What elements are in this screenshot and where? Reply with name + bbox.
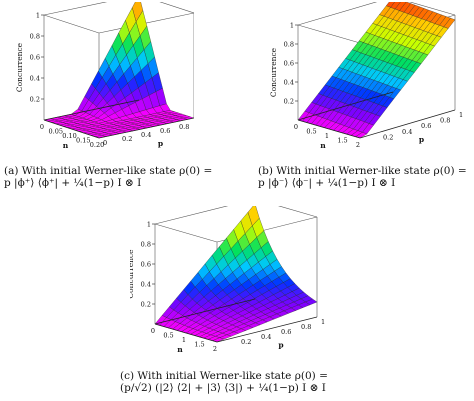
p-tick-label: 0.4 xyxy=(141,131,151,139)
p-tick-label: 0 xyxy=(103,139,107,147)
p-tick-label: 0.6 xyxy=(160,127,170,135)
box-edge xyxy=(43,2,108,16)
p-tick-label: 0.4 xyxy=(261,333,271,341)
box-edge xyxy=(278,206,318,218)
z-tick-label: 1 xyxy=(36,12,40,20)
n-tick-label: 0.05 xyxy=(49,128,63,136)
caption-b: (b) With initial Werner-like state ρ(0) … xyxy=(258,165,467,189)
n-tick-label: 1.5 xyxy=(194,341,204,349)
p-tick-label: 0.6 xyxy=(281,328,291,336)
z-tick-label: 0.6 xyxy=(141,261,151,269)
box-edge xyxy=(154,206,229,225)
caption-a-line2: p |ϕ⁺⟩ ⟨ϕ⁺| + ¼(1−p) I ⊗ I xyxy=(4,177,142,189)
n-axis-label: n xyxy=(177,345,183,354)
box-edge xyxy=(154,223,218,243)
p-tick-label: 0.2 xyxy=(122,135,132,143)
z-tick-label: 0.2 xyxy=(141,301,151,309)
p-tick-label: 0.2 xyxy=(383,133,393,141)
z-axis-label: Concurrence xyxy=(15,42,24,92)
axis-line xyxy=(43,99,140,121)
surface-plot-b: 0.2 0.4 0.6 0.8 1 Concurrence 0 0.5 1 1.5 2 n 0.2 0.4… xyxy=(269,2,463,150)
n-tick-label: 1 xyxy=(325,132,329,140)
axis-line xyxy=(154,298,256,325)
surface-plot-c: 0.2 0.4 0.6 0.8 1 Concurrence 0 0.5 1 1.5 2 n 0.2 0.4… xyxy=(130,206,325,354)
n-tick-label: 1.5 xyxy=(337,137,347,145)
p-axis-label: p xyxy=(419,135,424,144)
z-tick-label: 0.6 xyxy=(284,60,294,68)
axis-line xyxy=(359,109,456,139)
z-tick-label: 0.2 xyxy=(284,98,294,106)
n-axis-label: n xyxy=(320,141,326,150)
p-tick-label: 0.8 xyxy=(301,323,311,331)
caption-b-line2: p |ϕ⁻⟩ ⟨ϕ⁻| + ¼(1−p) I ⊗ I xyxy=(258,177,396,189)
z-tick-label: 0.8 xyxy=(284,41,294,49)
n-tick-label: 0 xyxy=(151,327,155,335)
n-tick-label: 2 xyxy=(356,141,360,149)
caption-a: (a) With initial Werner-like state ρ(0) … xyxy=(4,165,212,189)
n-tick-label: 0.10 xyxy=(62,132,76,140)
p-tick-label: 0.4 xyxy=(402,128,412,136)
box-edge xyxy=(98,12,194,34)
caption-b-line1: (b) With initial Werner-like state ρ(0) … xyxy=(258,165,467,177)
box-edge xyxy=(297,24,361,44)
p-tick-label: 0.8 xyxy=(179,123,189,131)
n-tick-label: 0.5 xyxy=(163,332,173,340)
p-tick-label: 1 xyxy=(459,111,463,119)
box-edge xyxy=(409,2,456,16)
z-tick-label: 1 xyxy=(290,22,294,30)
p-axis-label: p xyxy=(278,341,283,350)
z-tick-label: 0.6 xyxy=(30,54,40,62)
n-tick-label: 0.15 xyxy=(76,137,90,145)
axis-line xyxy=(297,119,361,139)
p-tick-label: 1 xyxy=(321,318,325,326)
caption-a-line1: (a) With initial Werner-like state ρ(0) … xyxy=(4,165,213,177)
z-tick-label: 0.4 xyxy=(30,75,40,83)
z-tick-label: 0.4 xyxy=(141,281,151,289)
axis-line xyxy=(216,316,318,343)
caption-c: (c) With initial Werner-like state ρ(0) … xyxy=(120,370,328,394)
n-tick-label: 2 xyxy=(213,345,217,353)
surface-plot-a: 0.20.40.60.81Concurrence00.050.100.150.2… xyxy=(15,2,194,150)
axis-line xyxy=(154,323,218,343)
box-edge xyxy=(297,2,378,26)
p-axis-label: p xyxy=(158,139,163,148)
n-tick-label: 0 xyxy=(40,123,44,131)
z-tick-label: 1 xyxy=(147,221,151,229)
p-tick-label: 0.2 xyxy=(241,338,251,346)
n-tick-label: 0.5 xyxy=(306,128,316,136)
n-axis-label: n xyxy=(63,141,69,150)
axis-line xyxy=(43,119,100,139)
z-tick-label: 0.8 xyxy=(30,33,40,41)
z-axis-label: Concurrence xyxy=(130,249,135,299)
n-tick-label: 0.20 xyxy=(90,141,104,149)
box-edge xyxy=(43,14,100,34)
box-edge xyxy=(159,2,194,14)
p-tick-label: 0.6 xyxy=(421,122,431,130)
z-tick-label: 0.8 xyxy=(141,241,151,249)
z-axis-label: Concurrence xyxy=(269,47,278,97)
p-tick-label: 0.8 xyxy=(440,117,450,125)
z-tick-label: 0.4 xyxy=(284,79,294,87)
caption-c-line1: (c) With initial Werner-like state ρ(0) … xyxy=(120,370,328,382)
z-tick-label: 0.2 xyxy=(30,96,40,104)
axis-line xyxy=(98,117,194,139)
n-tick-label: 1 xyxy=(182,336,186,344)
axis-line xyxy=(297,91,394,121)
caption-c-line2: (p/√2) (|2⟩ ⟨2| + |3⟩ ⟨3|) + ¼(1−p) I ⊗ … xyxy=(120,382,326,394)
n-tick-label: 0 xyxy=(294,123,298,131)
